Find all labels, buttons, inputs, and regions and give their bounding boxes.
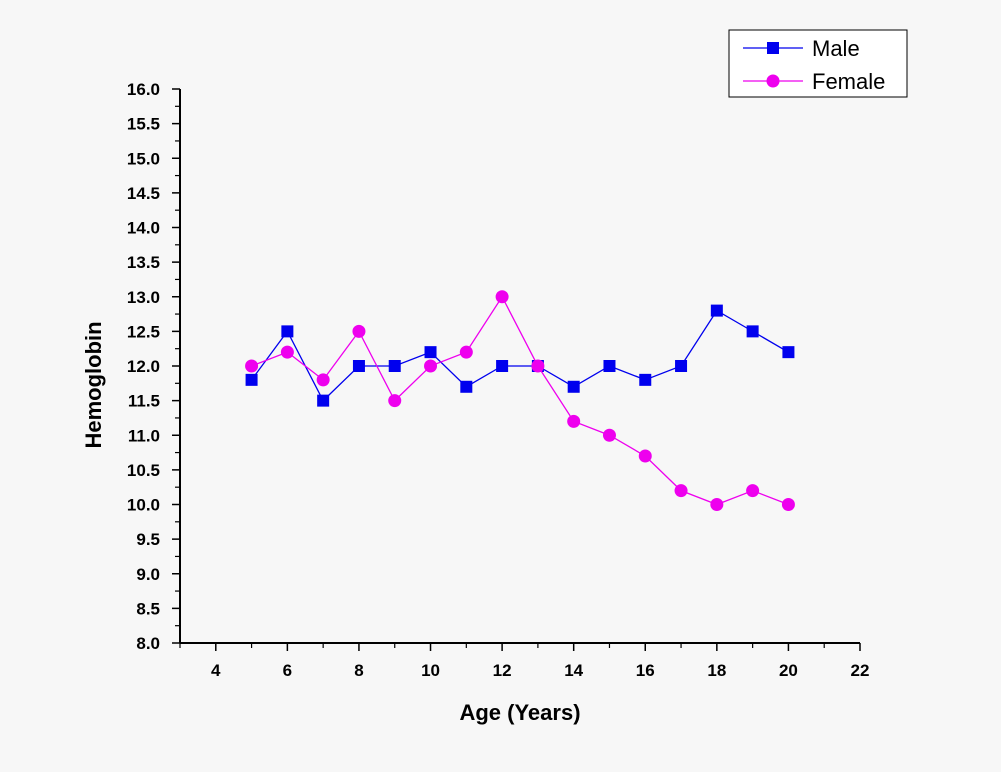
data-point-female	[316, 373, 330, 387]
data-point-female	[424, 359, 438, 373]
data-point-male	[460, 380, 473, 393]
y-tick-label: 12.5	[127, 322, 160, 341]
y-tick-label: 8.0	[136, 634, 160, 653]
y-tick-label: 14.0	[127, 219, 160, 238]
y-tick-label: 8.5	[136, 599, 160, 618]
y-tick-label: 16.0	[127, 80, 160, 99]
data-point-female	[781, 498, 795, 511]
data-point-female	[352, 324, 366, 338]
data-point-male	[388, 360, 401, 372]
data-point-female	[602, 428, 616, 442]
legend-marker-male	[767, 42, 779, 54]
data-point-female	[531, 359, 545, 373]
x-axis-title: Age (Years)	[459, 700, 580, 725]
series-layer	[245, 290, 795, 511]
y-tick-label: 11.5	[128, 392, 160, 411]
legend-item-male: Male	[743, 36, 860, 61]
legend: Male Female	[728, 29, 908, 98]
data-point-female	[674, 484, 688, 498]
data-point-female	[280, 345, 294, 359]
x-tick-label: 4	[211, 661, 221, 680]
y-tick-label: 11.0	[128, 426, 160, 445]
data-point-male	[496, 360, 509, 372]
y-tick-label: 9.0	[136, 565, 160, 584]
y-tick-label: 9.5	[136, 530, 160, 549]
y-tick-label: 10.0	[127, 496, 160, 515]
data-point-male	[352, 360, 365, 372]
legend-label-female: Female	[812, 69, 885, 94]
x-tick-label: 16	[636, 661, 655, 680]
series-female	[245, 290, 795, 511]
series-line-male	[251, 309, 789, 402]
data-point-male	[603, 360, 616, 372]
y-tick-label: 12.0	[127, 357, 160, 376]
x-tick-label: 20	[779, 661, 798, 680]
data-point-male	[639, 373, 652, 386]
y-tick-label: 13.0	[127, 288, 160, 307]
y-axis-title: Hemoglobin	[81, 321, 106, 448]
legend-box	[728, 29, 908, 98]
data-point-male	[317, 394, 330, 407]
data-point-male	[245, 373, 258, 386]
x-tick-label: 18	[707, 661, 726, 680]
x-tick-label: 14	[564, 661, 583, 680]
legend-marker-female	[766, 74, 780, 88]
data-point-female	[746, 484, 760, 498]
data-point-male	[782, 346, 795, 359]
data-point-female	[388, 394, 402, 408]
x-axis-ticks: 4 6 8 10 12 14 16 18 20 22	[179, 643, 870, 680]
legend-label-male: Male	[812, 36, 860, 61]
data-point-female	[459, 345, 473, 359]
series-line-female	[251, 295, 789, 506]
y-tick-label: 10.5	[127, 461, 160, 480]
y-tick-label: 15.0	[127, 149, 160, 168]
data-point-male	[710, 304, 723, 317]
y-tick-label: 14.5	[127, 184, 160, 203]
legend-item-female: Female	[743, 69, 885, 94]
data-point-male	[424, 346, 437, 359]
data-point-male	[567, 380, 580, 393]
data-point-female	[710, 498, 724, 511]
data-point-male	[675, 360, 688, 372]
data-point-male	[281, 325, 294, 338]
data-point-male	[746, 325, 759, 338]
data-point-female	[638, 449, 652, 463]
x-tick-label: 22	[851, 661, 870, 680]
y-tick-label: 13.5	[127, 253, 160, 272]
y-tick-label: 15.5	[127, 115, 160, 134]
x-tick-label: 8	[354, 661, 363, 680]
data-point-female	[567, 414, 581, 428]
x-tick-label: 12	[493, 661, 512, 680]
data-point-female	[245, 359, 259, 373]
x-tick-label: 10	[421, 661, 440, 680]
x-tick-label: 6	[283, 661, 292, 680]
series-male	[245, 304, 795, 407]
data-point-female	[495, 290, 509, 304]
y-axis-ticks: 8.0 8.5 9.0 9.5 10.0 10.5 11.0 11.5 12.0 12.5 13.0…	[127, 80, 180, 653]
